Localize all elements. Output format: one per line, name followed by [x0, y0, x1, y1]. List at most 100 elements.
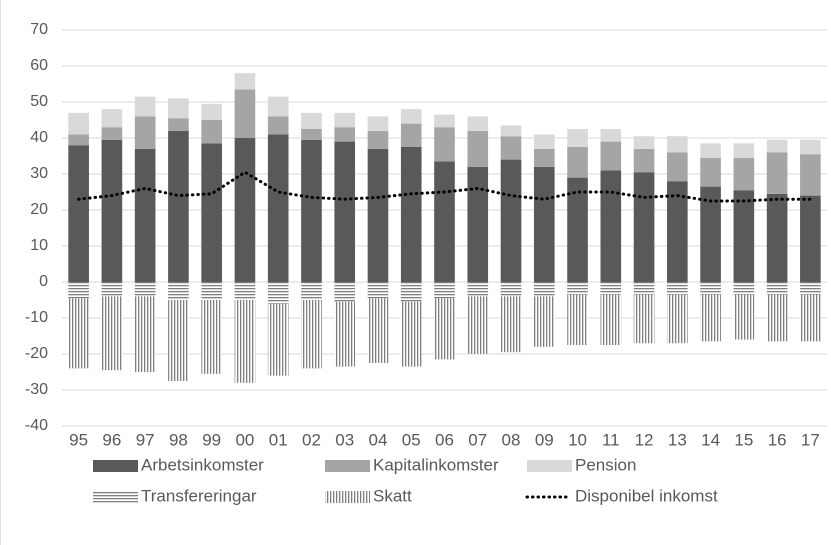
- x-tick-label: 97: [136, 430, 155, 449]
- x-tick-label: 08: [502, 430, 521, 449]
- bar-segment: [201, 282, 222, 300]
- bar-segment: [766, 193, 788, 282]
- bar-segment: [234, 300, 256, 383]
- legend-label: Transfereringar: [141, 486, 257, 505]
- x-tick-label: 95: [69, 430, 88, 449]
- bar-segment: [68, 145, 89, 282]
- x-tick-label: 10: [568, 430, 587, 449]
- bar-segment: [633, 172, 655, 282]
- legend-label: Skatt: [373, 486, 412, 505]
- bar-segment: [667, 181, 688, 282]
- bar-segment: [434, 282, 455, 299]
- x-tick-label: 98: [169, 430, 188, 449]
- y-tick-label: 20: [30, 201, 48, 218]
- bar-segment: [600, 170, 622, 282]
- bar-segment: [567, 177, 588, 282]
- bar-segment: [367, 116, 389, 131]
- y-tick-label: -10: [25, 309, 48, 326]
- bar-segment: [267, 134, 289, 282]
- bar-segment: [400, 282, 422, 302]
- bar-segment: [600, 294, 622, 345]
- bar-segment: [766, 152, 788, 194]
- x-tick-label: 05: [402, 430, 421, 449]
- y-tick-label: 50: [30, 93, 48, 110]
- bar-segment: [400, 109, 422, 124]
- bar-segment: [500, 296, 522, 353]
- x-tick-label: 13: [668, 430, 687, 449]
- bar-segment: [267, 116, 289, 135]
- bar-segment: [733, 282, 755, 295]
- bar-segment: [434, 298, 455, 360]
- bar-segment: [567, 129, 588, 147]
- bar-segment: [567, 282, 588, 295]
- x-tick-label: 17: [801, 430, 820, 449]
- bar-segment: [367, 130, 389, 149]
- y-tick-label: -20: [25, 345, 48, 362]
- x-tick-label: 00: [235, 430, 254, 449]
- y-tick-label: 0: [39, 273, 48, 290]
- x-tick-label: 12: [635, 430, 654, 449]
- bar-segment: [667, 294, 688, 344]
- bar-segment: [168, 130, 189, 282]
- bar-segment: [533, 134, 555, 149]
- bar-segment: [633, 294, 655, 344]
- bar-segment: [500, 159, 522, 282]
- bar-segment: [800, 154, 821, 196]
- legend-label: Kapitalinkomster: [373, 455, 499, 474]
- bar-segment: [68, 298, 89, 369]
- bar-segment: [733, 190, 755, 282]
- bar-segment: [500, 136, 522, 160]
- bar-segment: [800, 282, 821, 295]
- bar-segment: [68, 282, 89, 299]
- bar-segment: [234, 138, 256, 282]
- x-tick-label: 09: [535, 430, 554, 449]
- bar-segment: [301, 282, 322, 300]
- y-tick-label: 60: [30, 57, 48, 74]
- bar-segment: [201, 103, 222, 120]
- x-tick-label: 01: [269, 430, 288, 449]
- bar-segment: [367, 148, 389, 282]
- legend-swatch: [93, 460, 138, 472]
- bar-segment: [700, 143, 721, 158]
- bar-segment: [201, 143, 222, 282]
- bar-segment: [434, 161, 455, 282]
- x-tick-label: 15: [734, 430, 753, 449]
- bar-segment: [367, 282, 389, 299]
- bar-segment: [766, 294, 788, 342]
- bar-segment: [733, 143, 755, 158]
- x-tick-label: 99: [202, 430, 221, 449]
- bar-segment: [733, 294, 755, 340]
- bar-segment: [134, 148, 156, 282]
- bar-segment: [301, 300, 322, 369]
- bar-segment: [700, 157, 721, 187]
- y-tick-label: 10: [30, 237, 48, 254]
- bar-segment: [267, 303, 289, 376]
- legend-label: Pension: [575, 455, 636, 474]
- legend-swatch: [93, 491, 138, 503]
- bar-segment: [134, 96, 156, 117]
- bar-segment: [168, 118, 189, 131]
- x-tick-label: 11: [602, 430, 620, 449]
- y-tick-label: 40: [30, 129, 48, 146]
- y-tick-label: 70: [30, 21, 48, 38]
- bar-segment: [467, 166, 489, 282]
- bar-segment: [267, 96, 289, 117]
- bar-segment: [800, 294, 821, 342]
- x-tick-label: 06: [435, 430, 454, 449]
- bar-segment: [101, 139, 123, 282]
- bar-segment: [600, 141, 622, 171]
- bar-segment: [533, 148, 555, 167]
- bar-segment: [201, 120, 222, 144]
- x-tick-label: 03: [335, 430, 354, 449]
- bar-segment: [667, 152, 688, 182]
- bar-segment: [467, 116, 489, 131]
- bar-segment: [600, 129, 622, 142]
- bar-segment: [301, 139, 322, 282]
- bar-segment: [700, 294, 721, 342]
- bar-segment: [101, 296, 123, 371]
- line: [77, 170, 812, 203]
- bar-segment: [134, 296, 156, 372]
- bar-segment: [68, 134, 89, 146]
- bar-segment: [168, 282, 189, 300]
